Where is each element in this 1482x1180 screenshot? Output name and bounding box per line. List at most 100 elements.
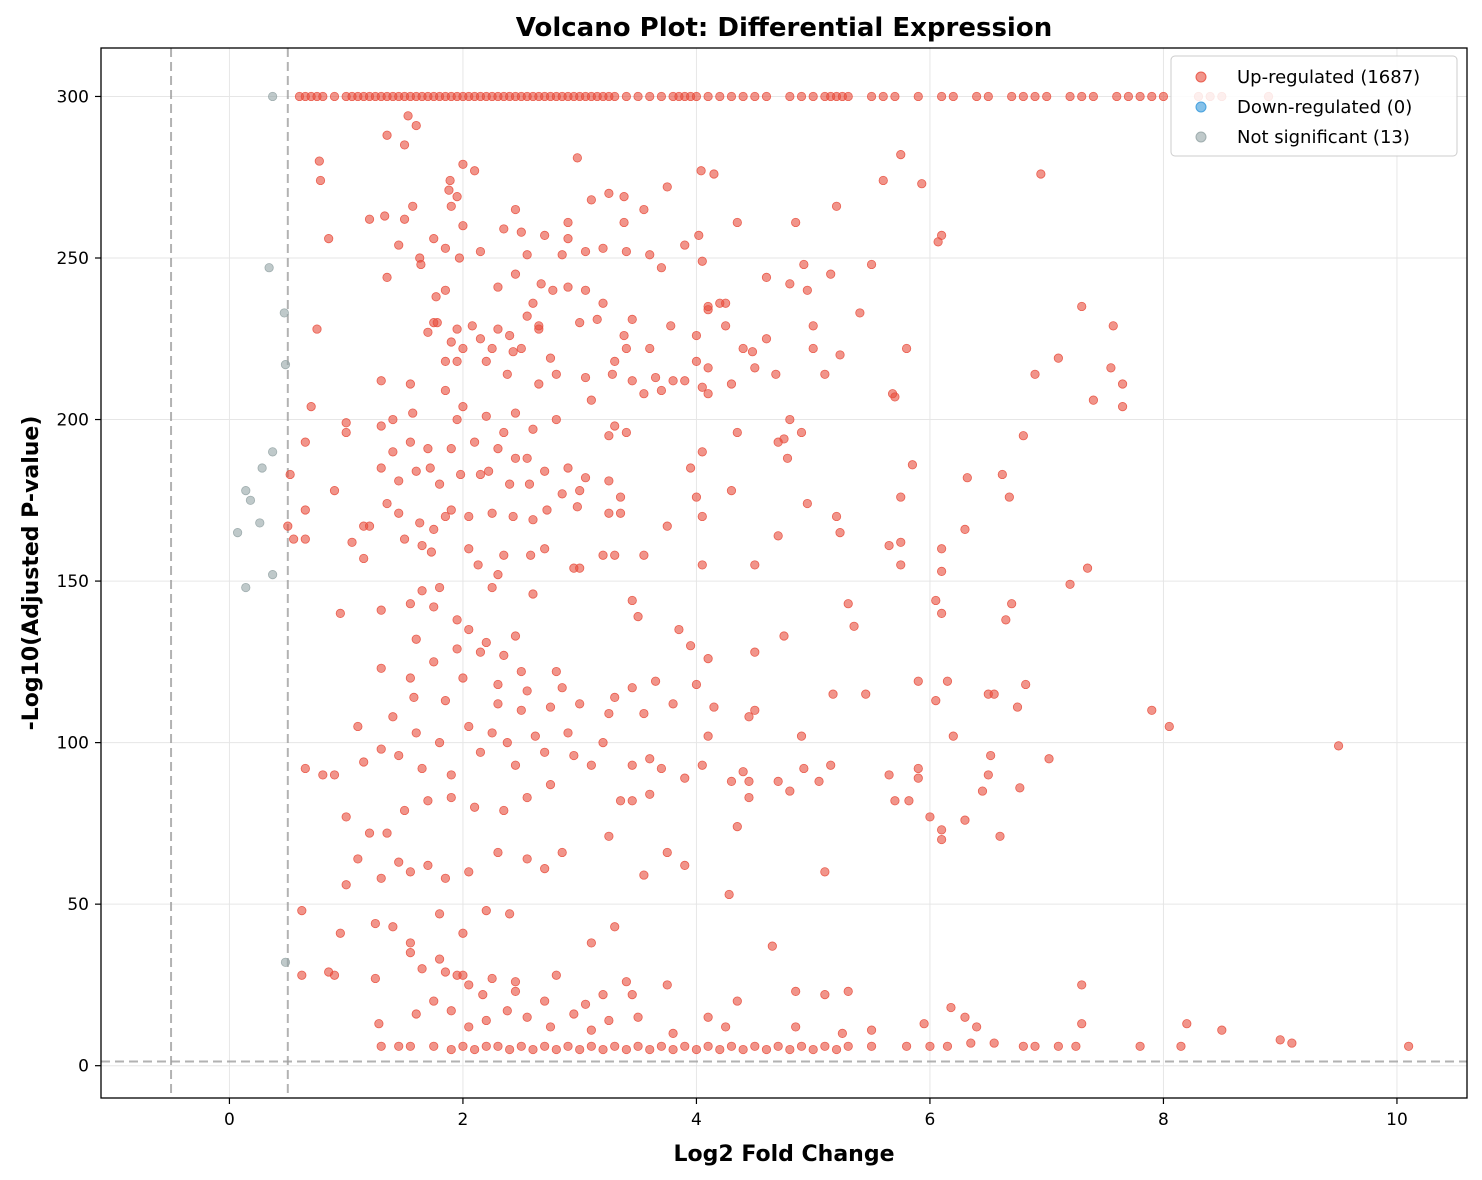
data-point [744,792,754,803]
data-point [444,185,454,195]
data-point [540,996,550,1006]
y-tick-label: 250 [57,249,89,269]
data-point [510,269,521,279]
data-point [791,217,801,228]
data-point [726,776,737,786]
data-point [289,534,299,544]
data-point [896,560,906,570]
data-point [586,1025,596,1035]
data-point [563,463,573,473]
data-point [691,492,702,502]
data-point [557,847,567,858]
data-point [697,447,707,457]
data-point [942,1041,953,1051]
data-point [423,327,433,337]
data-point [691,91,702,102]
data-point [548,285,558,295]
data-point [662,521,672,531]
data-point [522,854,532,864]
data-point [621,343,631,354]
data-point [458,1041,468,1051]
data-point [405,673,415,683]
data-point [907,460,918,470]
data-point [843,1041,853,1051]
data-point [1135,1041,1145,1051]
data-point [925,1041,935,1051]
data-point [604,831,614,841]
data-point [782,453,793,463]
data-point [627,760,637,770]
data-point [300,437,310,447]
data-point [866,1025,877,1035]
data-point [376,663,386,673]
data-point [580,999,591,1009]
data-point [563,728,573,738]
data-point [405,379,415,389]
legend-label: Up-regulated (1687) [1237,67,1420,88]
data-point [306,402,316,412]
data-point [878,91,888,102]
data-point [417,540,427,551]
data-point [726,379,737,389]
data-point [446,770,456,780]
data-point [446,337,456,347]
data-point [1217,1025,1227,1035]
data-point [884,770,894,780]
data-point [376,744,386,754]
data-point [464,544,474,554]
data-point [575,318,585,328]
data-point [440,385,451,396]
data-point [691,330,702,341]
data-point [721,298,731,308]
data-point [370,918,380,929]
data-point [1082,563,1093,573]
data-point [341,880,351,890]
data-point [703,731,713,741]
data-point [510,760,521,770]
data-point [948,91,958,102]
data-point [540,466,550,476]
data-point [446,1006,456,1016]
data-point [691,356,702,366]
legend-label: Down-regulated (0) [1237,97,1412,118]
data-point [534,379,544,389]
data-point [913,763,923,774]
data-point [580,246,591,257]
data-point [697,382,707,392]
data-point [315,175,326,186]
data-point [656,1041,667,1051]
data-point [983,770,993,780]
data-point [434,909,445,919]
data-point [627,796,637,806]
data-point [1077,301,1087,312]
data-point [586,1041,596,1051]
data-point [575,486,585,496]
data-point [715,1044,725,1055]
data-point [516,666,526,677]
data-point [773,437,783,447]
data-point [773,531,783,541]
data-point [475,747,486,757]
data-point [563,1041,573,1051]
data-point [1030,369,1040,379]
data-point [528,298,538,308]
data-point [505,1044,515,1055]
data-point [604,508,614,518]
data-point [394,508,404,518]
data-point [972,1022,982,1032]
data-point [563,234,573,244]
data-point [516,227,526,237]
data-point [962,473,972,483]
data-point [666,321,676,331]
data-point [364,828,375,838]
data-point [341,418,351,428]
data-point [668,376,678,386]
data-point [458,928,468,938]
data-point [610,922,620,932]
data-point [411,634,421,644]
data-point [703,654,713,664]
data-point [426,547,437,557]
data-point [257,463,267,473]
data-point [913,773,923,783]
